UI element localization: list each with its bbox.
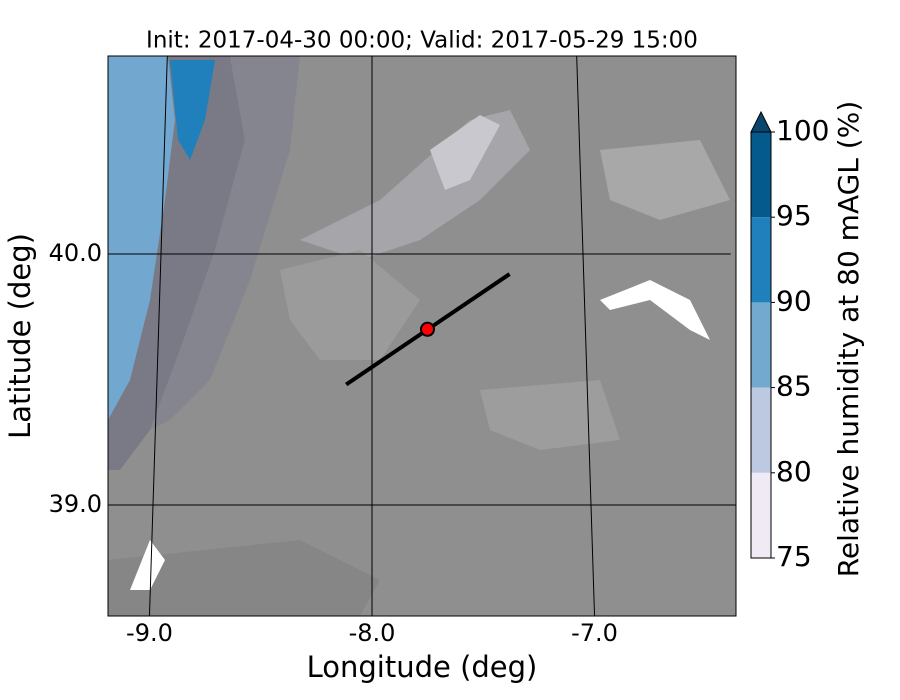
plot-frame bbox=[107, 55, 737, 617]
colorbar-segment bbox=[751, 302, 771, 388]
colorbar-frame bbox=[750, 131, 772, 559]
y-tick-label: 40.0 bbox=[49, 239, 102, 267]
colorbar-tick-label: 95 bbox=[776, 199, 812, 232]
meridian bbox=[576, 56, 596, 616]
colorbar-tick-label: 90 bbox=[776, 284, 812, 317]
colorbar-segment bbox=[751, 217, 771, 303]
terrain bbox=[108, 56, 736, 616]
title: Init: 2017-04-30 00:00; Valid: 2017-05-2… bbox=[146, 28, 698, 54]
meridian bbox=[148, 56, 168, 616]
x-tick-label: -7.0 bbox=[571, 619, 618, 647]
colorbar-tick-label: 80 bbox=[776, 455, 812, 488]
y-tick-label: 39.0 bbox=[49, 490, 102, 518]
site-marker bbox=[419, 321, 435, 337]
colorbar-label: Relative humidity at 80 mAGL (%) bbox=[832, 101, 865, 578]
x-tick-label: -8.0 bbox=[349, 619, 396, 647]
colorbar-tick-label: 85 bbox=[776, 370, 812, 403]
colorbar-tick-label: 75 bbox=[776, 540, 812, 573]
colorbar-extend bbox=[750, 110, 772, 133]
colorbar-tick-label: 100 bbox=[776, 114, 829, 147]
colorbar-segment bbox=[751, 132, 771, 218]
y-axis-label: Latitude (deg) bbox=[3, 233, 37, 439]
colorbar-segment bbox=[751, 387, 771, 473]
x-axis-label: Longitude (deg) bbox=[307, 650, 538, 684]
colorbar-segment bbox=[751, 472, 771, 558]
x-tick-label: -9.0 bbox=[126, 619, 173, 647]
